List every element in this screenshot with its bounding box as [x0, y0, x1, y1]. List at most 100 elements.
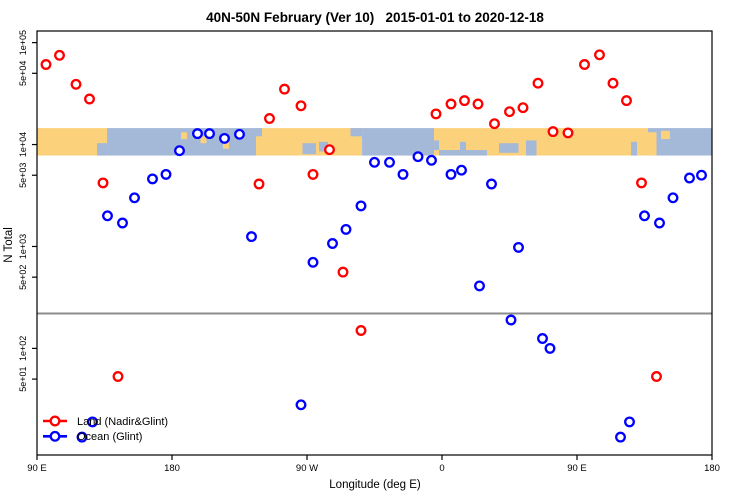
data-point — [651, 371, 662, 382]
x-tick-label: 90 E — [567, 463, 587, 474]
band-detail-kurils — [661, 130, 670, 140]
data-point — [636, 177, 647, 189]
data-point — [532, 77, 544, 89]
data-point — [426, 154, 437, 166]
data-points — [40, 49, 707, 443]
band-detail-adriatic — [460, 141, 466, 156]
data-point — [117, 217, 128, 229]
data-point — [129, 192, 140, 204]
data-point — [84, 93, 95, 105]
data-point — [517, 102, 529, 114]
band-detail-biscay — [434, 140, 439, 151]
band-segment-ocean — [647, 128, 712, 156]
data-point — [489, 118, 500, 130]
band-detail-black-sea — [499, 143, 519, 153]
band-segment-ocean — [362, 128, 435, 156]
x-tick-label: 180 — [704, 463, 720, 474]
x-tick-label: 90 W — [296, 463, 318, 474]
data-point — [54, 49, 65, 61]
x-tick-label: 180 — [164, 463, 180, 474]
band-detail-hokkaido — [647, 132, 657, 156]
data-point — [355, 200, 367, 212]
data-point — [253, 178, 265, 190]
data-point — [621, 95, 632, 107]
data-point — [472, 98, 484, 110]
band-detail-caspian — [526, 140, 537, 156]
data-point — [579, 59, 590, 70]
data-point — [486, 178, 497, 190]
band-detail-great-lakes-west — [302, 143, 316, 155]
band-detail-aleutians-2 — [200, 136, 207, 144]
data-point — [544, 342, 556, 354]
data-point — [355, 325, 367, 336]
band-detail-gulf-st-lawrence — [350, 128, 363, 137]
data-point — [340, 223, 352, 235]
data-point — [639, 210, 650, 222]
data-point — [615, 431, 626, 443]
legend-label: Land (Nadir&Glint) — [77, 416, 168, 428]
data-point — [264, 113, 275, 124]
band-detail-juan-de-fuca — [256, 128, 262, 137]
data-point — [279, 83, 290, 95]
band-detail-aleutians-1 — [181, 132, 187, 140]
data-point — [234, 128, 245, 140]
data-point — [456, 164, 467, 176]
data-point — [87, 416, 98, 428]
data-point — [369, 156, 380, 168]
data-point — [246, 231, 257, 243]
data-point — [160, 168, 172, 180]
data-point — [684, 172, 695, 184]
y-tick-label: 1e+03 — [18, 234, 28, 259]
y-tick-label: 5e+01 — [18, 366, 28, 391]
band-detail-great-lakes-east — [319, 141, 328, 152]
data-point — [624, 416, 635, 428]
data-point — [459, 95, 470, 107]
data-point — [192, 128, 203, 140]
axes: 90 E 180 90 W 0 90 E 180 1e+05 5e+04 1e+04 5e+03 1… — [18, 30, 720, 474]
data-point — [505, 314, 517, 326]
data-point — [474, 280, 485, 292]
data-point — [397, 168, 409, 180]
data-point — [219, 132, 230, 144]
data-point — [412, 151, 424, 163]
y-tick-label: 5e+03 — [18, 163, 28, 188]
data-point — [607, 77, 619, 89]
x-axis-title: Longitude (deg E) — [329, 479, 421, 491]
data-point — [696, 169, 707, 181]
data-point — [324, 144, 335, 156]
data-point — [504, 106, 515, 118]
data-point — [594, 49, 605, 61]
data-point — [112, 371, 124, 382]
legend-marker — [49, 415, 61, 427]
data-point — [513, 241, 524, 253]
band-detail-sea-of-japan-2 — [631, 141, 637, 156]
legend-label: Ocean (Glint) — [77, 431, 142, 443]
data-point — [295, 100, 307, 112]
data-point — [337, 266, 349, 278]
data-point — [445, 98, 457, 110]
data-point — [204, 128, 215, 140]
data-point — [40, 59, 52, 70]
band-detail-sea-of-japan — [97, 143, 108, 156]
x-tick-label: 90 E — [27, 463, 47, 474]
data-point — [102, 210, 113, 222]
data-point — [97, 177, 109, 189]
y-tick-label: 1e+05 — [18, 30, 28, 55]
data-point — [147, 173, 158, 185]
y-tick-label: 1e+04 — [18, 132, 28, 157]
y-tick-label: 5e+04 — [18, 61, 28, 86]
legend-marker — [49, 430, 61, 442]
y-tick-label: 1e+02 — [18, 336, 28, 361]
data-point — [295, 399, 307, 411]
x-tick-label: 0 — [439, 463, 444, 474]
band-segment-land — [37, 128, 108, 156]
legend: Land (Nadir&Glint) Ocean (Glint) — [43, 415, 168, 443]
data-point — [174, 145, 185, 157]
data-point — [667, 192, 679, 204]
data-point — [384, 156, 395, 168]
data-point — [654, 217, 665, 229]
y-axis-title: N Total — [3, 227, 15, 263]
data-point — [327, 238, 338, 249]
